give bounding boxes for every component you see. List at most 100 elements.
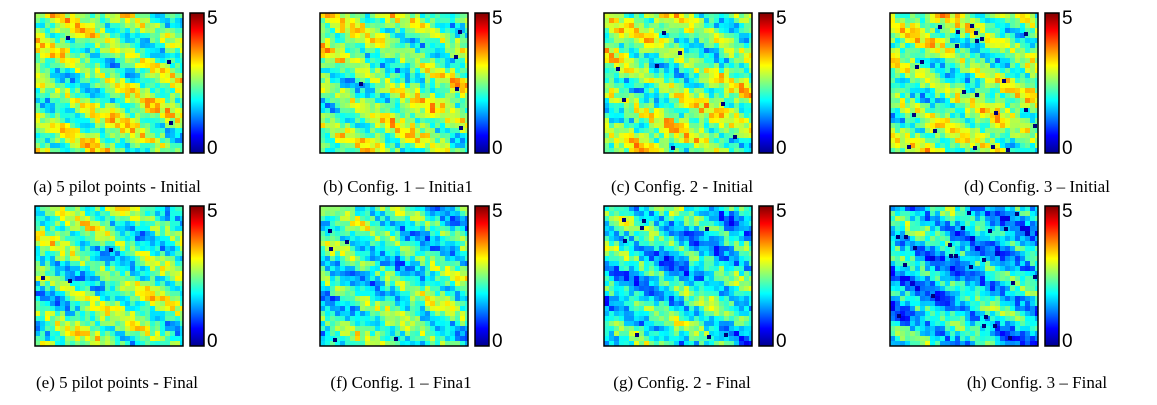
- heatmap-cell: [140, 28, 145, 33]
- heatmap-cell: [40, 291, 45, 296]
- heatmap-cell: [170, 226, 175, 231]
- heatmap-cell: [60, 221, 65, 226]
- heatmap-cell: [330, 13, 335, 18]
- heatmap-cell: [460, 113, 465, 118]
- heatmap-cell: [165, 321, 170, 326]
- heatmap-cell: [709, 123, 714, 128]
- heatmap-cell: [95, 78, 100, 83]
- heatmap-cell: [80, 53, 85, 58]
- heatmap-cell: [714, 88, 719, 93]
- heatmap-cell: [110, 281, 115, 286]
- heatmap-cell: [1035, 133, 1038, 138]
- heatmap-cell: [639, 118, 644, 123]
- heatmap-cell: [664, 113, 669, 118]
- heatmap-cell: [915, 28, 920, 33]
- heatmap-cell: [125, 306, 130, 311]
- heatmap-cell: [45, 53, 50, 58]
- heatmap-cell: [35, 38, 40, 43]
- heatmap-cell: [75, 113, 80, 118]
- heatmap-cell: [910, 43, 915, 48]
- heatmap-cell: [85, 261, 90, 266]
- heatmap-cell: [420, 266, 425, 271]
- heatmap-cell: [135, 93, 140, 98]
- heatmap-cell: [100, 118, 105, 123]
- heatmap-cell: [915, 103, 920, 108]
- heatmap-cell: [465, 63, 468, 68]
- heatmap-cell: [729, 73, 734, 78]
- heatmap-cell: [70, 78, 75, 83]
- heatmap-cell: [890, 143, 895, 148]
- heatmap-cell: [155, 68, 160, 73]
- heatmap-cell: [115, 128, 120, 133]
- heatmap-cell: [445, 231, 450, 236]
- heatmap-cell: [150, 276, 155, 281]
- heatmap-cell: [920, 43, 925, 48]
- heatmap-cell: [724, 23, 729, 28]
- heatmap-cell: [55, 266, 60, 271]
- heatmap-cell: [335, 93, 340, 98]
- heatmap-cell: [995, 58, 1000, 63]
- heatmap-cell: [355, 271, 360, 276]
- heatmap-cell: [1005, 103, 1010, 108]
- heatmap-cell: [405, 321, 410, 326]
- heatmap-cell: [165, 241, 170, 246]
- heatmap-cell: [145, 143, 150, 148]
- heatmap-cell: [895, 43, 900, 48]
- heatmap-cell: [155, 241, 160, 246]
- heatmap-cell: [105, 336, 110, 341]
- heatmap-cell: [950, 73, 955, 78]
- heatmap-cell: [130, 326, 135, 331]
- heatmap-cell: [390, 63, 395, 68]
- heatmap-cell: [629, 148, 634, 153]
- heatmap-cell: [345, 216, 350, 221]
- heatmap-cell: [120, 133, 125, 138]
- heatmap-cell: [1015, 68, 1020, 73]
- heatmap-cell: [1015, 128, 1020, 133]
- heatmap-cell: [965, 58, 970, 63]
- heatmap-cell: [955, 13, 960, 18]
- heatmap-cell: [435, 231, 440, 236]
- heatmap-cell: [425, 133, 430, 138]
- heatmap-cell: [669, 98, 674, 103]
- heatmap-cell: [990, 38, 995, 43]
- heatmap-cell: [734, 118, 739, 123]
- heatmap-cell: [355, 28, 360, 33]
- heatmap-cell: [140, 271, 145, 276]
- heatmap-cell: [380, 206, 385, 211]
- heatmap-cell: [60, 296, 65, 301]
- heatmap-cell: [649, 118, 654, 123]
- heatmap-cell: [100, 48, 105, 53]
- heatmap-cell: [724, 118, 729, 123]
- heatmap-cell: [905, 58, 910, 63]
- heatmap-cell: [445, 143, 450, 148]
- heatmap-cell: [380, 148, 385, 153]
- heatmap-cell: [390, 23, 395, 28]
- heatmap-cell: [415, 88, 420, 93]
- heatmap-cell: [420, 78, 425, 83]
- heatmap-cell: [405, 286, 410, 291]
- heatmap-cell: [400, 266, 405, 271]
- heatmap-cell: [930, 38, 935, 43]
- heatmap-cell: [365, 296, 370, 301]
- heatmap-cell: [180, 311, 183, 316]
- heatmap-cell: [729, 98, 734, 103]
- heatmap-cell: [170, 43, 175, 48]
- heatmap-cell: [699, 103, 704, 108]
- heatmap-cell: [65, 53, 70, 58]
- heatmap-cell: [110, 93, 115, 98]
- heatmap-cell: [355, 23, 360, 28]
- heatmap-cell: [345, 226, 350, 231]
- heatmap-cell: [325, 108, 330, 113]
- heatmap-cell: [619, 53, 624, 58]
- heatmap-cell: [330, 226, 335, 231]
- heatmap-cell: [604, 23, 609, 28]
- heatmap-cell: [624, 138, 629, 143]
- heatmap-cell: [90, 326, 95, 331]
- heatmap-cell: [70, 321, 75, 326]
- heatmap-cell: [940, 108, 945, 113]
- heatmap-cell: [965, 23, 970, 28]
- heatmap-cell: [370, 148, 375, 153]
- heatmap-cell: [455, 98, 460, 103]
- heatmap-cell: [135, 231, 140, 236]
- heatmap-cell: [40, 113, 45, 118]
